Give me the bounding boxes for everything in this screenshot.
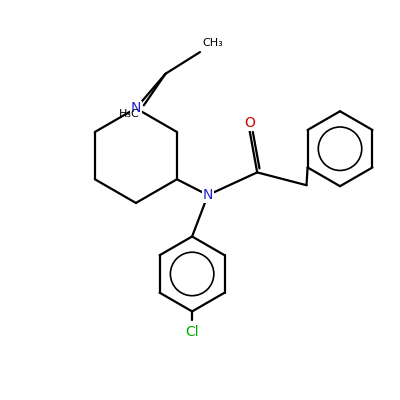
Text: N: N [203, 188, 213, 202]
Text: O: O [244, 116, 255, 130]
Text: N: N [131, 101, 141, 115]
Text: Cl: Cl [185, 325, 199, 339]
Text: H₃C: H₃C [119, 109, 140, 119]
Text: CH₃: CH₃ [202, 38, 223, 48]
